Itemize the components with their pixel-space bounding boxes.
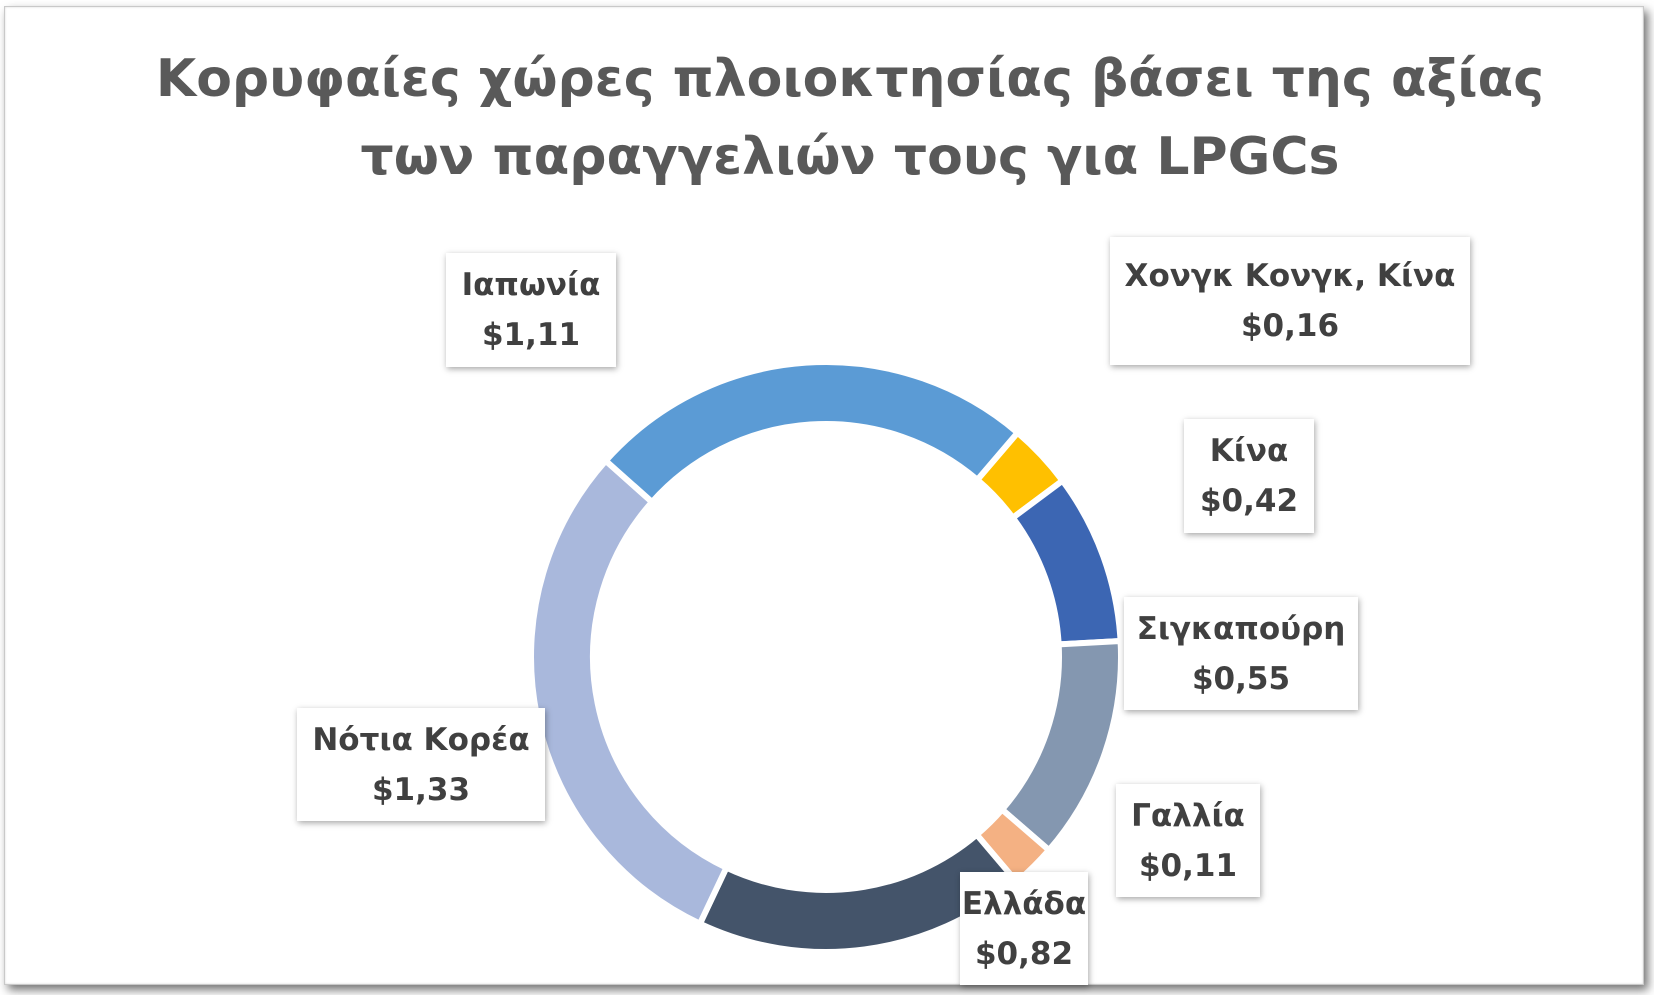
data-label-japan-name: Ιαπωνία [461,267,601,303]
donut-slice-2 [997,637,1124,855]
donut-slice-6 [601,359,1022,507]
data-label-south-korea-value: $1,33 [371,771,471,808]
data-label-china: Κίνα $0,42 [1184,419,1314,533]
data-label-france-value: $0,11 [1138,847,1238,884]
chart-frame [4,6,1644,985]
data-label-singapore: Σιγκαπούρη $0,55 [1124,597,1358,710]
data-label-france: Γαλλία $0,11 [1116,784,1260,897]
data-label-japan: Ιαπωνία $1,11 [446,253,616,367]
data-label-greece-name: Ελλάδα [961,885,1087,922]
data-label-france-name: Γαλλία [1131,797,1245,834]
data-label-greece: Ελλάδα $0,82 [960,872,1088,985]
data-label-singapore-value: $0,55 [1191,660,1291,697]
data-label-china-name: Κίνα [1209,433,1289,469]
donut-slice-5 [528,456,731,928]
data-label-hong-kong-name: Χονγκ Κονγκ, Κίνα [1124,258,1456,294]
data-label-south-korea: Νότια Κορέα $1,33 [297,708,545,821]
data-label-japan-value: $1,11 [481,317,581,353]
data-label-hong-kong-value: $0,16 [1240,308,1340,344]
data-label-singapore-name: Σιγκαπούρη [1136,610,1346,647]
data-label-south-korea-name: Νότια Κορέα [312,721,530,758]
data-label-greece-value: $0,82 [974,935,1074,972]
data-label-china-value: $0,42 [1199,483,1299,519]
donut-slice-1 [1008,476,1124,648]
data-label-hong-kong: Χονγκ Κονγκ, Κίνα $0,16 [1110,237,1470,365]
chart-title-line-2: των παραγγελιών τους για LPGCs [360,127,1340,187]
chart-title-line-1: Κορυφαίες χώρες πλοιοκτησίας βάσει της α… [155,49,1545,109]
chart-title: Κορυφαίες χώρες πλοιοκτησίας βάσει της α… [150,40,1550,196]
